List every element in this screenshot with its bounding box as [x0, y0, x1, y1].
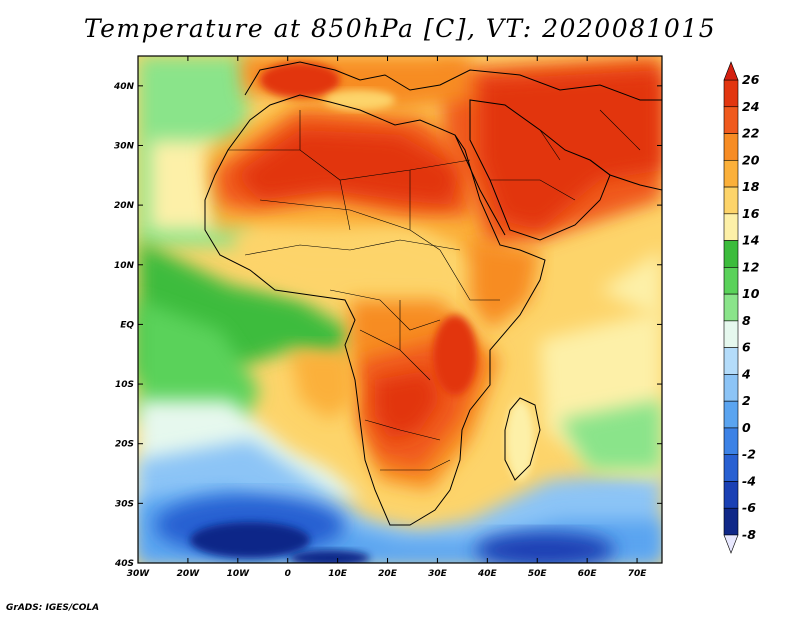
- sahara-core: [235, 130, 460, 205]
- chart-title: Temperature at 850hPa [C], VT: 202008101…: [83, 14, 717, 43]
- europe-coastline: [244, 61, 662, 101]
- y-tick-label: 30N: [114, 141, 135, 151]
- arabian-sea-mild: [600, 250, 662, 320]
- colorbar-swatch: [723, 106, 739, 134]
- colorbar-label: 10: [742, 286, 760, 301]
- y-tick-label: 10N: [114, 261, 135, 271]
- colorbar-label: 4: [741, 366, 751, 381]
- x-tick-label: 70E: [628, 569, 648, 579]
- colorbar-swatch: [723, 240, 739, 268]
- angola-coast-warm: [290, 350, 355, 420]
- africa-coastline: [204, 94, 546, 526]
- x-tick-label: 10W: [227, 569, 251, 579]
- cold-core-east: [475, 532, 615, 563]
- colorbar-swatch: [723, 481, 739, 509]
- colorbar-swatch: [723, 159, 739, 188]
- colorbar-swatch: [723, 79, 739, 108]
- plot-frame: [137, 55, 663, 564]
- colorbar-label: 26: [742, 72, 760, 87]
- colorbar-swatch: [723, 400, 739, 429]
- y-tick-label: 10S: [115, 380, 134, 390]
- colorbar-label: 22: [742, 126, 759, 141]
- colorbar-label: 14: [742, 233, 759, 248]
- colorbar-swatch: [723, 213, 739, 241]
- x-tick-label: 0: [285, 569, 291, 579]
- colorbar-top-triangle: [723, 61, 739, 81]
- x-tick-label: 50E: [528, 569, 548, 579]
- indian-ocean-green: [560, 400, 662, 470]
- cold-core-west-deep: [190, 522, 310, 558]
- rift-valley-core: [433, 315, 477, 395]
- colorbar-label: 24: [742, 99, 759, 114]
- colorbar-label: 8: [742, 313, 751, 328]
- x-tick-label: 30W: [127, 569, 151, 579]
- colorbar-bottom-triangle: [723, 534, 739, 554]
- colorbar-label: 0: [742, 420, 751, 435]
- x-axis: 30W 20W 10W 0 10E 20E 30E 40E 50E 60E 70E: [127, 56, 647, 579]
- y-tick-label: 20N: [114, 201, 135, 211]
- cold-core-center: [290, 550, 370, 563]
- colorbar-label: 18: [742, 179, 760, 194]
- angola-core: [375, 370, 440, 440]
- red-sea: [454, 134, 506, 236]
- south-atlantic-green: [138, 300, 260, 430]
- persia-coastline: [589, 159, 662, 191]
- colorbar-label: -6: [742, 500, 756, 515]
- y-tick-label: 20S: [115, 440, 134, 450]
- country-borders: [228, 109, 641, 471]
- y-tick-label: 30S: [115, 499, 134, 509]
- credit-text: GrADS: IGES/COLA: [6, 603, 100, 613]
- colorbar-swatch: [723, 374, 739, 402]
- colorbar-label: 16: [742, 206, 760, 221]
- colorbar-swatch: [723, 186, 739, 215]
- sahel-band: [230, 230, 470, 300]
- horn-warm: [470, 240, 540, 330]
- med-sea-mild: [325, 90, 395, 110]
- iberia-hot: [260, 62, 340, 98]
- colorbar-label: -8: [742, 527, 756, 542]
- madagascar-outline: [504, 397, 541, 481]
- colorbar-swatch: [723, 507, 739, 536]
- colorbar-label: 12: [742, 259, 759, 274]
- x-tick-label: 20W: [177, 569, 201, 579]
- y-tick-label: 40N: [113, 82, 135, 92]
- colorbar-swatch: [723, 320, 739, 348]
- coastlines: [204, 61, 662, 526]
- arabia-core: [480, 70, 662, 230]
- y-tick-label: EQ: [120, 320, 134, 330]
- x-tick-label: 60E: [578, 569, 598, 579]
- colorbar-swatch: [723, 454, 739, 482]
- x-tick-label: 30E: [428, 569, 448, 579]
- colorbar-label: 6: [742, 340, 751, 355]
- colorbar-label: 20: [742, 152, 760, 167]
- colorbar-label: 2: [742, 393, 751, 408]
- colorbar-label: -4: [742, 473, 756, 488]
- colorbar-swatch: [723, 427, 739, 456]
- colorbar-swatch: [723, 347, 739, 375]
- y-tick-label: 40S: [114, 559, 134, 569]
- colorbar-swatch: [723, 293, 739, 322]
- colorbar-label: -2: [742, 447, 756, 462]
- madagascar: [506, 400, 534, 480]
- x-tick-label: 10E: [328, 569, 348, 579]
- x-tick-label: 40E: [477, 569, 498, 579]
- colorbar-swatch: [723, 267, 739, 295]
- colorbar-swatch: [723, 133, 739, 161]
- x-tick-label: 20E: [378, 569, 398, 579]
- y-axis: 40N 30N 20N 10N EQ 10S 20S 30S 40S: [113, 82, 662, 569]
